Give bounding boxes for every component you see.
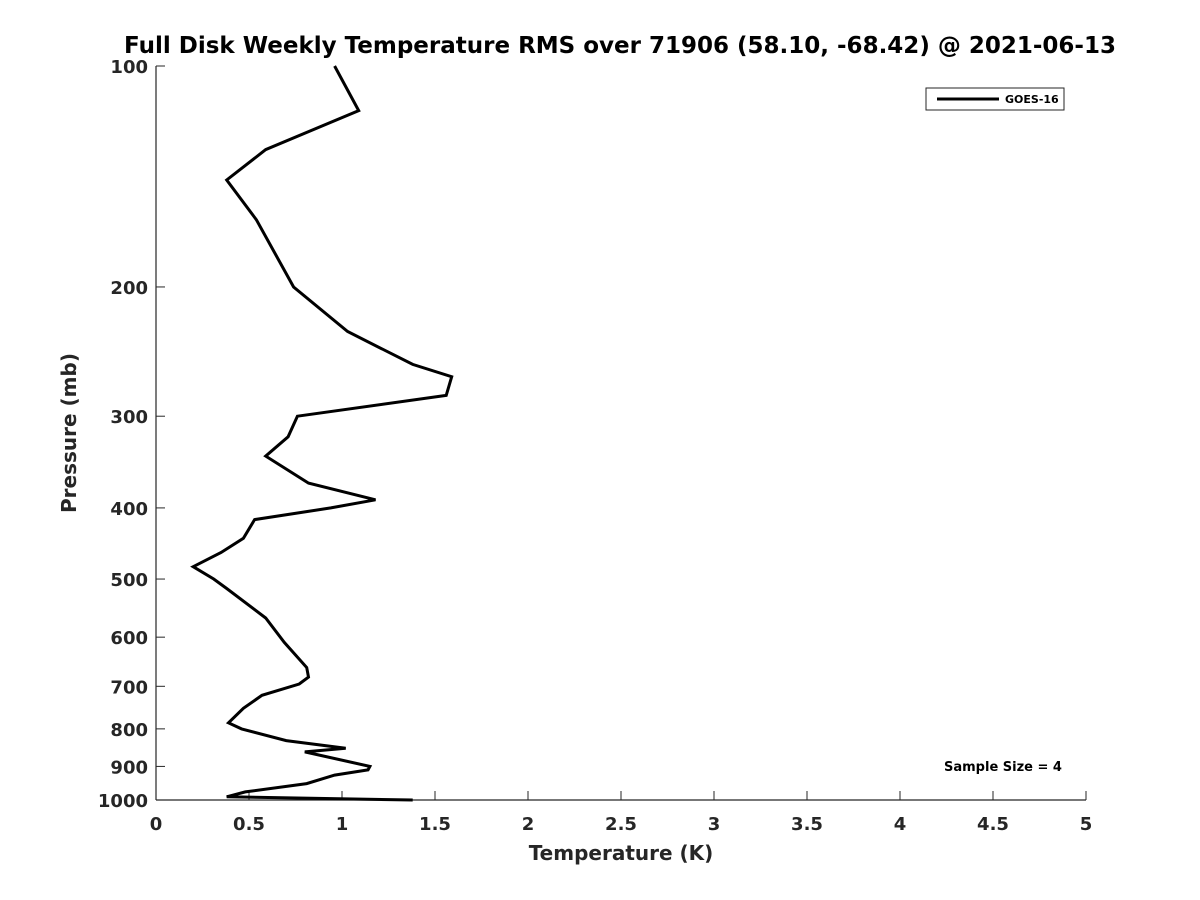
legend: GOES-16 <box>925 87 1065 111</box>
y-tick-label: 600 <box>110 628 148 649</box>
y-axis-label: Pressure (mb) <box>57 353 81 513</box>
x-tick-label: 1.5 <box>419 814 451 835</box>
y-tick-label: 800 <box>110 720 148 741</box>
y-tick-label: 500 <box>110 570 148 591</box>
y-tick-label: 900 <box>110 757 148 778</box>
x-tick-label: 0.5 <box>233 814 265 835</box>
x-tick-label: 2 <box>522 814 535 835</box>
series-layer <box>190 65 454 802</box>
x-tick-label: 1 <box>336 814 349 835</box>
x-axis-label: Temperature (K) <box>529 841 714 865</box>
x-tick-label: 3.5 <box>791 814 823 835</box>
chart-title: Full Disk Weekly Temperature RMS over 71… <box>124 33 1116 59</box>
y-ticks: 100 200 300 400 500 600 700 800 900 1000 <box>98 57 165 812</box>
x-tick-label: 5 <box>1080 814 1093 835</box>
sample-size-annotation: Sample Size = 4 <box>944 760 1062 775</box>
y-tick-label: 300 <box>110 407 148 428</box>
x-tick-label: 4 <box>894 814 907 835</box>
x-tick-label: 2.5 <box>605 814 637 835</box>
y-tick-label: 200 <box>110 278 148 299</box>
x-tick-label: 3 <box>708 814 721 835</box>
x-tick-label: 0 <box>150 814 163 835</box>
x-tick-label: 4.5 <box>977 814 1009 835</box>
series-line-goes-16 <box>190 65 454 802</box>
y-tick-label: 100 <box>110 57 148 78</box>
x-ticks: 0 0.5 1 1.5 2 2.5 3 3.5 4 4.5 5 <box>150 791 1093 835</box>
y-tick-label: 1000 <box>98 791 148 812</box>
y-tick-label: 400 <box>110 499 148 520</box>
y-tick-label: 700 <box>110 677 148 698</box>
legend-label: GOES-16 <box>1005 93 1059 106</box>
